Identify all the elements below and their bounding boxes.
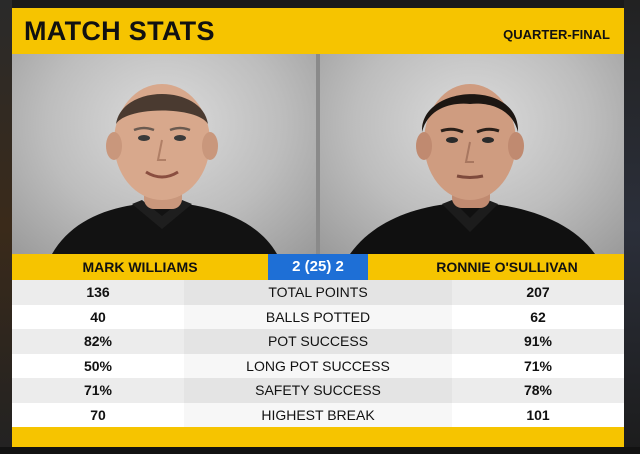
stat-right-value: 62 bbox=[530, 308, 546, 325]
stat-left-value: 50% bbox=[83, 357, 113, 374]
stats-table: 136 TOTAL POINTS 207 40 BALLS POTTED 62 … bbox=[12, 280, 624, 427]
player-photo-left bbox=[12, 54, 316, 254]
stat-label: SAFETY SUCCESS bbox=[184, 378, 452, 403]
stat-row-total-points: 136 TOTAL POINTS 207 bbox=[12, 280, 624, 305]
stat-left-value: 70 bbox=[90, 406, 106, 423]
stat-left-value: 40 bbox=[90, 308, 106, 325]
player-photo-right bbox=[320, 54, 624, 254]
frame-score: 2 (25) 2 bbox=[268, 254, 368, 280]
header-bar: MATCH STATS QUARTER-FINAL bbox=[12, 8, 624, 54]
player-left-portrait bbox=[52, 84, 277, 254]
player-right-portrait bbox=[350, 84, 595, 254]
stat-right-value: 78% bbox=[523, 382, 553, 398]
stat-left-value: 82% bbox=[83, 333, 113, 349]
stat-right-value: 91% bbox=[523, 333, 553, 349]
player-name-left: MARK WILLIAMS bbox=[82, 259, 198, 275]
stat-label: POT SUCCESS bbox=[184, 329, 452, 354]
stat-row-pot-success: 82% POT SUCCESS 91% bbox=[12, 329, 624, 354]
player-name-right: RONNIE O'SULLIVAN bbox=[436, 259, 578, 275]
photo-divider bbox=[316, 54, 320, 254]
stat-right-value: 71% bbox=[523, 357, 553, 374]
bottom-edge bbox=[0, 447, 640, 454]
background-right bbox=[624, 0, 640, 454]
stat-label: TOTAL POINTS bbox=[184, 280, 452, 305]
stat-label: BALLS POTTED bbox=[184, 305, 452, 330]
stat-row-safety-success: 71% SAFETY SUCCESS 78% bbox=[12, 378, 624, 403]
stat-right-value: 207 bbox=[526, 284, 550, 300]
stat-right-value: 101 bbox=[526, 406, 550, 423]
footer-bar bbox=[12, 427, 624, 447]
stat-row-balls-potted: 40 BALLS POTTED 62 bbox=[12, 304, 624, 330]
page-title: MATCH STATS bbox=[24, 16, 215, 46]
stat-row-long-pot-success: 50% LONG POT SUCCESS 71% bbox=[12, 353, 624, 379]
stat-left-value: 71% bbox=[83, 382, 113, 398]
stat-row-highest-break: 70 HIGHEST BREAK 101 bbox=[12, 402, 624, 428]
stat-label: HIGHEST BREAK bbox=[184, 403, 452, 428]
stat-left-value: 136 bbox=[86, 284, 110, 300]
background-left bbox=[0, 0, 12, 454]
stat-label: LONG POT SUCCESS bbox=[184, 354, 452, 379]
score-bar: MARK WILLIAMS 2 (25) 2 RONNIE O'SULLIVAN bbox=[12, 254, 624, 280]
round-label: QUARTER-FINAL bbox=[503, 27, 610, 42]
player-photos bbox=[12, 54, 624, 254]
